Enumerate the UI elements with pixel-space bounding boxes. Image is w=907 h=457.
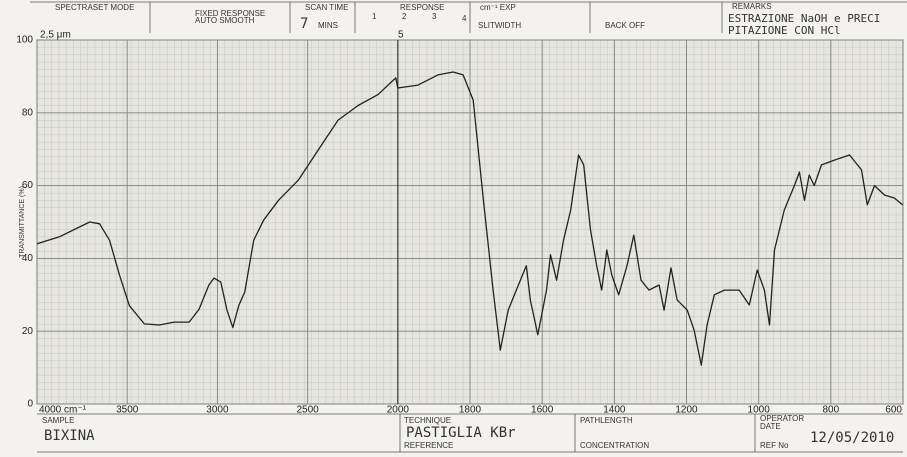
footer-label: OPERATOR (760, 414, 804, 423)
remarks-text: PITAZIONE CON HCl (728, 24, 841, 37)
date-value: 12/05/2010 (810, 430, 894, 446)
y-tick-label: 60 (22, 180, 34, 191)
sample-name: BIXINA (44, 428, 95, 444)
header-label: REMARKS (732, 2, 772, 11)
response-scale: 1 (372, 12, 377, 21)
y-tick-label: 20 (22, 326, 34, 337)
spectrum-line (36, 71, 904, 366)
header-label: FIXED RESPONSE (195, 9, 265, 18)
x-tick-label: 800 (822, 405, 839, 416)
footer-label: SAMPLE (42, 416, 74, 425)
y-tick-label: 100 (16, 35, 33, 46)
x-tick-label: 4000 cm⁻¹ (39, 405, 87, 416)
footer-label: TECHNIQUE (404, 416, 451, 425)
header-label: cm⁻¹ EXP (480, 3, 516, 12)
x-tick-label: 2500 (297, 405, 320, 416)
footer-label: REF No (760, 441, 789, 450)
footer: SAMPLE BIXINA TECHNIQUE PASTIGLIA KBr RE… (37, 413, 903, 453)
header-label: AUTO SMOOTH (195, 16, 255, 25)
response-scale: 2 (402, 12, 407, 21)
y-tick-label: 0 (27, 399, 33, 410)
footer-label: CONCENTRATION (580, 441, 649, 450)
footer-label: PATHLENGTH (580, 416, 633, 425)
header-label: SCAN TIME (305, 3, 348, 12)
footer-label: REFERENCE (404, 441, 453, 450)
x-tick-label: 3500 (116, 405, 139, 416)
header-label: SLITWIDTH (478, 21, 521, 30)
y-tick-label: 40 (22, 253, 34, 264)
x-tick-label: 2000 (387, 405, 410, 416)
x-tick-label: 3000 (206, 405, 229, 416)
header-label: BACK OFF (605, 21, 645, 30)
header: SPECTRASET MODE FIXED RESPONSE AUTO SMOO… (30, 1, 907, 37)
x-tick-label: 1600 (531, 405, 554, 416)
header-label: MINS (318, 21, 338, 30)
x-tick-label: 1000 (748, 405, 771, 416)
scan-value: 7 (300, 16, 308, 32)
y-tick-label: 80 (22, 107, 34, 118)
header-label: RESPONSE (400, 3, 444, 12)
y-axis-label: TRANSMITTANCE (%) (19, 186, 26, 258)
header-label: SPECTRASET MODE (55, 3, 134, 12)
x-tick-label: 1400 (603, 405, 626, 416)
top-label: 5 (398, 30, 404, 41)
x-tick-label: 600 (885, 405, 902, 416)
footer-label: DATE (760, 422, 781, 431)
x-tick-label: 1200 (675, 405, 698, 416)
x-tick-label: 1800 (459, 405, 482, 416)
remarks-text: ESTRAZIONE NaOH e PRECI (728, 12, 880, 25)
response-scale: 3 (432, 12, 437, 21)
response-scale: 4 (462, 14, 467, 23)
top-label: 2,5 μm (40, 30, 71, 41)
technique-value: PASTIGLIA KBr (406, 425, 516, 441)
